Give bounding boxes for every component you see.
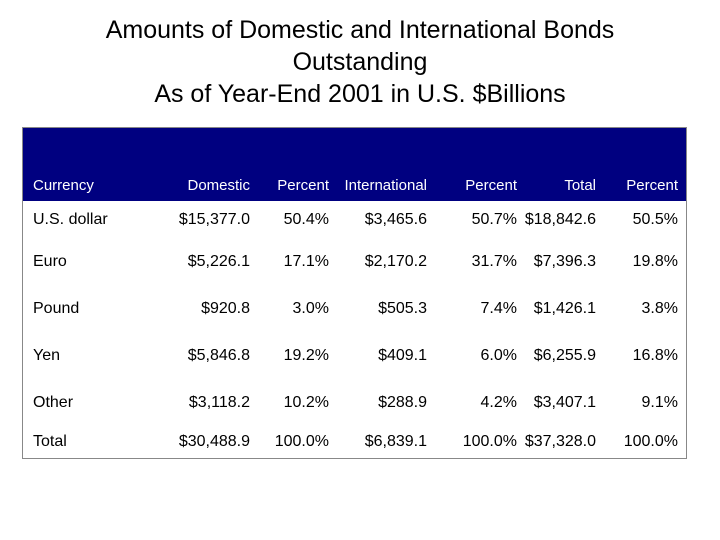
row-domestic-percent: 17.1% [283,253,329,270]
row-international: $2,170.2 [364,253,427,270]
table-row-total: Total $30,488.9 100.0% $6,839.1 100.0% $… [23,433,686,463]
row-domestic: $5,846.8 [187,347,250,364]
title-line-1: Amounts of Domestic and International Bo… [105,16,615,44]
slide-title: Amounts of Domestic and International Bo… [0,14,720,110]
row-total: $1,426.1 [533,300,596,317]
row-currency: Euro [33,253,67,270]
row-international-percent: 50.7% [471,211,517,228]
header-total: Total [564,177,596,194]
row-international: $288.9 [378,394,427,411]
row-domestic: $30,488.9 [178,433,250,450]
row-total-percent: 3.8% [641,300,678,317]
table-row: U.S. dollar $15,377.0 50.4% $3,465.6 50.… [23,211,686,241]
row-currency: Yen [33,347,60,364]
row-international-percent: 100.0% [462,433,517,450]
table-row: Yen $5,846.8 19.2% $409.1 6.0% $6,255.9 … [23,347,686,377]
row-domestic-percent: 50.4% [283,211,329,228]
table-row: Other $3,118.2 10.2% $288.9 4.2% $3,407.… [23,394,686,424]
row-total: $3,407.1 [533,394,596,411]
row-international-percent: 7.4% [480,300,517,317]
row-international-percent: 6.0% [480,347,517,364]
row-domestic-percent: 3.0% [292,300,329,317]
header-domestic-percent: Percent [277,177,329,194]
row-international-percent: 31.7% [471,253,517,270]
row-international: $505.3 [378,300,427,317]
row-total: $7,396.3 [533,253,596,270]
row-international: $6,839.1 [364,433,427,450]
row-currency: Total [33,433,67,450]
row-international: $409.1 [378,347,427,364]
row-total-percent: 9.1% [641,394,678,411]
row-international-percent: 4.2% [480,394,517,411]
header-total-percent: Percent [626,177,678,194]
row-domestic-percent: 10.2% [283,394,329,411]
row-total-percent: 16.8% [632,347,678,364]
table-row: Euro $5,226.1 17.1% $2,170.2 31.7% $7,39… [23,253,686,283]
row-currency: Pound [33,300,80,317]
row-total: $6,255.9 [533,347,596,364]
row-total-percent: 19.8% [632,253,678,270]
row-total: $37,328.0 [524,433,596,450]
row-currency: Other [33,394,74,411]
table-row: Pound $920.8 3.0% $505.3 7.4% $1,426.1 3… [23,300,686,330]
row-domestic-percent: 19.2% [283,347,329,364]
header-international-percent: Percent [465,177,517,194]
row-domestic: $5,226.1 [187,253,250,270]
row-total-percent: 100.0% [623,433,678,450]
row-total: $18,842.6 [524,211,596,228]
title-line-3: As of Year-End 2001 in U.S. $Billions [154,80,566,108]
row-domestic-percent: 100.0% [274,433,329,450]
table-header-row: Currency Domestic Percent International … [23,128,686,201]
row-total-percent: 50.5% [632,211,678,228]
title-line-2: Outstanding [292,48,428,76]
header-international: International [344,177,427,194]
row-currency: U.S. dollar [33,211,108,228]
row-domestic: $920.8 [201,300,250,317]
row-domestic: $15,377.0 [178,211,250,228]
row-international: $3,465.6 [364,211,427,228]
row-domestic: $3,118.2 [188,394,250,411]
header-domestic: Domestic [187,177,250,194]
bonds-table: Currency Domestic Percent International … [22,127,687,459]
header-currency: Currency [33,177,94,194]
